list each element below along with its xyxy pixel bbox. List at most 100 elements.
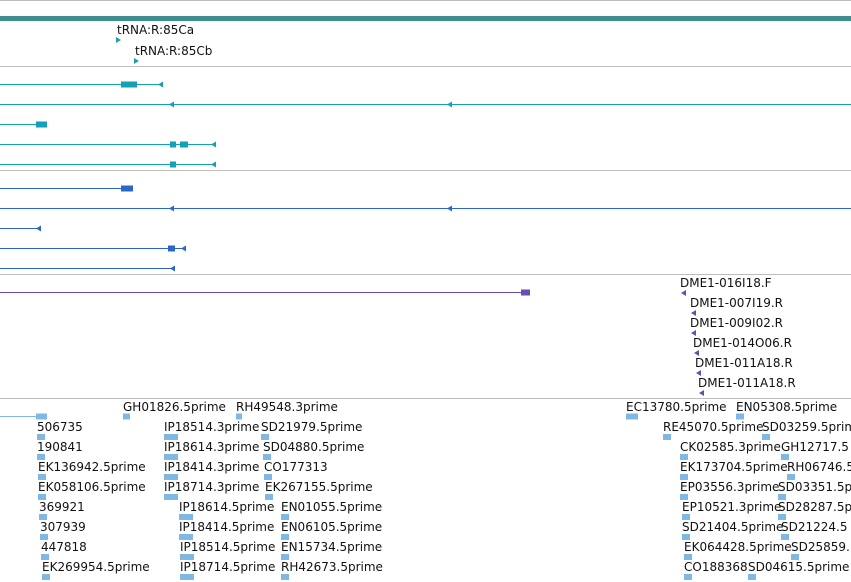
feature-label[interactable]: 506735	[37, 420, 83, 434]
exon-block[interactable]	[680, 474, 688, 480]
feature-label[interactable]: EK173704.5prime	[680, 460, 788, 474]
feature-label[interactable]: SD04615.5prime	[748, 560, 849, 574]
feature-label[interactable]: RH49548.3prime	[236, 400, 338, 414]
exon-block[interactable]	[236, 413, 242, 420]
exon-block[interactable]	[164, 474, 178, 480]
exon-block[interactable]	[684, 574, 692, 580]
exon-block[interactable]	[121, 81, 137, 88]
feature-label[interactable]: EP10521.3prime	[682, 500, 781, 514]
exon-block[interactable]	[626, 413, 638, 420]
exon-block[interactable]	[791, 554, 799, 560]
feature-label[interactable]: IP18514.5prime	[180, 540, 275, 554]
bac-end-label[interactable]: DME1-011A18.R	[698, 376, 796, 390]
feature-label[interactable]: CK02585.3prime	[680, 440, 781, 454]
bac-end-label[interactable]: DME1-009I02.R	[690, 316, 783, 330]
exon-block[interactable]	[682, 534, 690, 540]
exon-block[interactable]	[748, 574, 756, 580]
feature-label[interactable]: SD03351.5p	[778, 480, 851, 494]
feature-label[interactable]: IP18414.5prime	[179, 520, 274, 534]
feature-label[interactable]: SD04880.5prime	[263, 440, 364, 454]
exon-block[interactable]	[170, 141, 176, 148]
exon-block[interactable]	[778, 494, 786, 500]
feature-label[interactable]: SD21224.5	[781, 520, 847, 534]
feature-label[interactable]: EN05308.5prime	[736, 400, 837, 414]
feature-label[interactable]: SD21979.5prime	[261, 420, 362, 434]
exon-block[interactable]	[264, 474, 272, 480]
exon-block[interactable]	[121, 185, 133, 192]
feature-label[interactable]: SD28287.5p	[778, 500, 851, 514]
exon-block[interactable]	[762, 434, 770, 440]
feature-label[interactable]: EK136942.5prime	[38, 460, 146, 474]
exon-block[interactable]	[680, 494, 688, 500]
feature-label[interactable]: 447818	[41, 540, 87, 554]
exon-block[interactable]	[41, 554, 49, 560]
feature-label[interactable]: CO177313	[264, 460, 328, 474]
exon-block[interactable]	[281, 574, 289, 580]
exon-block[interactable]	[261, 434, 269, 440]
feature-label[interactable]: RH42673.5prime	[281, 560, 383, 574]
exon-block[interactable]	[38, 474, 46, 480]
feature-label[interactable]: EN01055.5prime	[281, 500, 382, 514]
feature-label[interactable]: 307939	[40, 520, 86, 534]
feature-label[interactable]: EC13780.5prime	[626, 400, 727, 414]
exon-block[interactable]	[281, 534, 289, 540]
bac-end-label[interactable]: DME1-007I19.R	[690, 296, 783, 310]
feature-label[interactable]: 369921	[39, 500, 85, 514]
exon-block[interactable]	[521, 289, 530, 296]
feature-label[interactable]: EN06105.5prime	[281, 520, 382, 534]
exon-block[interactable]	[684, 554, 692, 560]
feature-label[interactable]: RE45070.5prime	[663, 420, 764, 434]
exon-block[interactable]	[778, 514, 786, 520]
exon-block[interactable]	[36, 413, 47, 420]
feature-label[interactable]: 190841	[37, 440, 83, 454]
exon-block[interactable]	[36, 121, 47, 128]
exon-block[interactable]	[42, 574, 50, 580]
exon-block[interactable]	[164, 454, 178, 460]
feature-label[interactable]: IP18614.5prime	[179, 500, 274, 514]
trna-label[interactable]: tRNA:R:85Ca	[117, 23, 194, 37]
bac-end-label[interactable]: DME1-011A18.R	[695, 356, 793, 370]
exon-block[interactable]	[265, 494, 273, 500]
exon-block[interactable]	[38, 494, 46, 500]
exon-block[interactable]	[168, 245, 175, 252]
feature-label[interactable]: EK064428.5prime	[684, 540, 792, 554]
exon-block[interactable]	[736, 413, 744, 420]
feature-label[interactable]: SD03259.5prime	[762, 420, 851, 434]
exon-block[interactable]	[179, 514, 193, 520]
feature-label[interactable]: IP18414.3prime	[164, 460, 259, 474]
exon-block[interactable]	[180, 574, 194, 580]
bac-end-label[interactable]: DME1-016I18.F	[680, 276, 772, 290]
exon-block[interactable]	[682, 514, 690, 520]
exon-block[interactable]	[37, 434, 45, 440]
feature-label[interactable]: EK267155.5prime	[265, 480, 373, 494]
feature-label[interactable]: EK058106.5prime	[38, 480, 146, 494]
trna-label[interactable]: tRNA:R:85Cb	[135, 44, 212, 58]
exon-block[interactable]	[787, 474, 795, 480]
feature-label[interactable]: IP18714.5prime	[180, 560, 275, 574]
feature-label[interactable]: IP18714.3prime	[164, 480, 259, 494]
bac-end-label[interactable]: DME1-014O06.R	[693, 336, 792, 350]
feature-label[interactable]: IP18514.3prime	[164, 420, 259, 434]
exon-block[interactable]	[781, 454, 789, 460]
exon-block[interactable]	[40, 534, 48, 540]
feature-label[interactable]: EN15734.5prime	[281, 540, 382, 554]
exon-block[interactable]	[164, 494, 178, 500]
feature-label[interactable]: IP18614.3prime	[164, 440, 259, 454]
feature-label[interactable]: GH01826.5prime	[123, 400, 226, 414]
feature-label[interactable]: CO188368	[684, 560, 748, 574]
feature-label[interactable]: EK269954.5prime	[42, 560, 150, 574]
feature-label[interactable]: GH12717.5	[781, 440, 849, 454]
exon-block[interactable]	[263, 454, 271, 460]
feature-label[interactable]: EP03556.3prime	[680, 480, 779, 494]
exon-block[interactable]	[781, 534, 789, 540]
exon-block[interactable]	[170, 161, 176, 168]
exon-block[interactable]	[179, 534, 193, 540]
exon-block[interactable]	[281, 554, 289, 560]
feature-label[interactable]: SD21404.5prime	[682, 520, 783, 534]
exon-block[interactable]	[39, 514, 47, 520]
exon-block[interactable]	[180, 554, 194, 560]
exon-block[interactable]	[37, 454, 45, 460]
feature-label[interactable]: SD25859.	[791, 540, 850, 554]
exon-block[interactable]	[123, 413, 130, 420]
exon-block[interactable]	[663, 434, 671, 440]
